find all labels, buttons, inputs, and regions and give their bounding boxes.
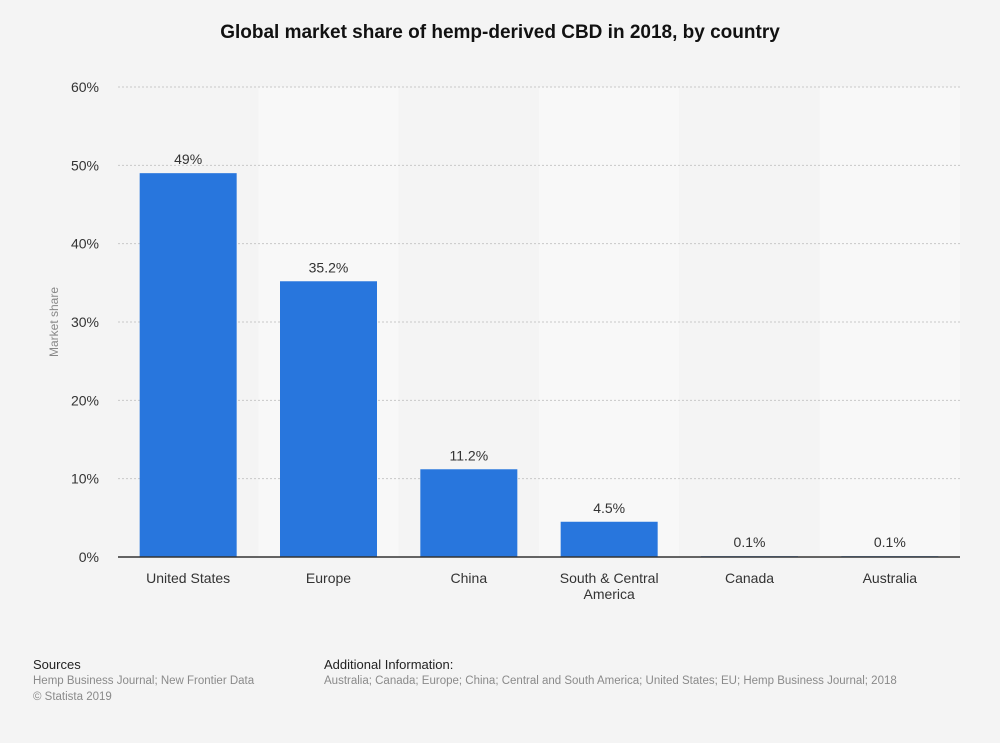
data-label: 0.1%	[734, 534, 766, 550]
additional-info-heading: Additional Information:	[324, 657, 454, 672]
x-tick-label: South & Central	[560, 570, 659, 586]
y-tick-label: 40%	[71, 236, 99, 252]
x-tick-label: China	[451, 570, 488, 586]
y-axis-title: Market share	[47, 287, 61, 357]
data-label: 4.5%	[593, 500, 625, 516]
y-tick-label: 50%	[71, 157, 99, 173]
data-label: 35.2%	[309, 259, 349, 275]
y-tick-label: 30%	[71, 314, 99, 330]
y-tick-label: 60%	[71, 79, 99, 95]
bar	[139, 173, 237, 557]
x-tick-label: Canada	[725, 570, 774, 586]
chart-title: Global market share of hemp-derived CBD …	[220, 22, 780, 43]
data-label: 0.1%	[874, 534, 906, 550]
y-tick-label: 10%	[71, 471, 99, 487]
additional-info-text: Australia; Canada; Europe; China; Centra…	[324, 675, 897, 687]
data-label: 11.2%	[449, 447, 488, 463]
additional-info-block: Additional Information: Australia; Canad…	[324, 657, 897, 689]
x-tick-label: Europe	[306, 570, 351, 586]
x-tick-label: Australia	[863, 570, 918, 586]
x-tick-label: America	[583, 586, 635, 602]
bar	[280, 281, 377, 557]
sources-block: Sources Hemp Business Journal; New Front…	[33, 657, 254, 705]
copyright-text: © Statista 2019	[33, 691, 112, 703]
bar	[560, 521, 658, 557]
y-tick-label: 20%	[71, 392, 99, 408]
x-tick-label: United States	[146, 570, 230, 586]
sources-text: Hemp Business Journal; New Frontier Data	[33, 675, 255, 687]
y-tick-label: 0%	[79, 549, 99, 565]
sources-heading: Sources	[33, 657, 81, 672]
bar-chart: 0% 10% 20% 30% 40% 50% 60% Market share 49% Unite…	[47, 79, 960, 602]
data-label: 49%	[174, 151, 202, 167]
bar	[420, 469, 518, 557]
